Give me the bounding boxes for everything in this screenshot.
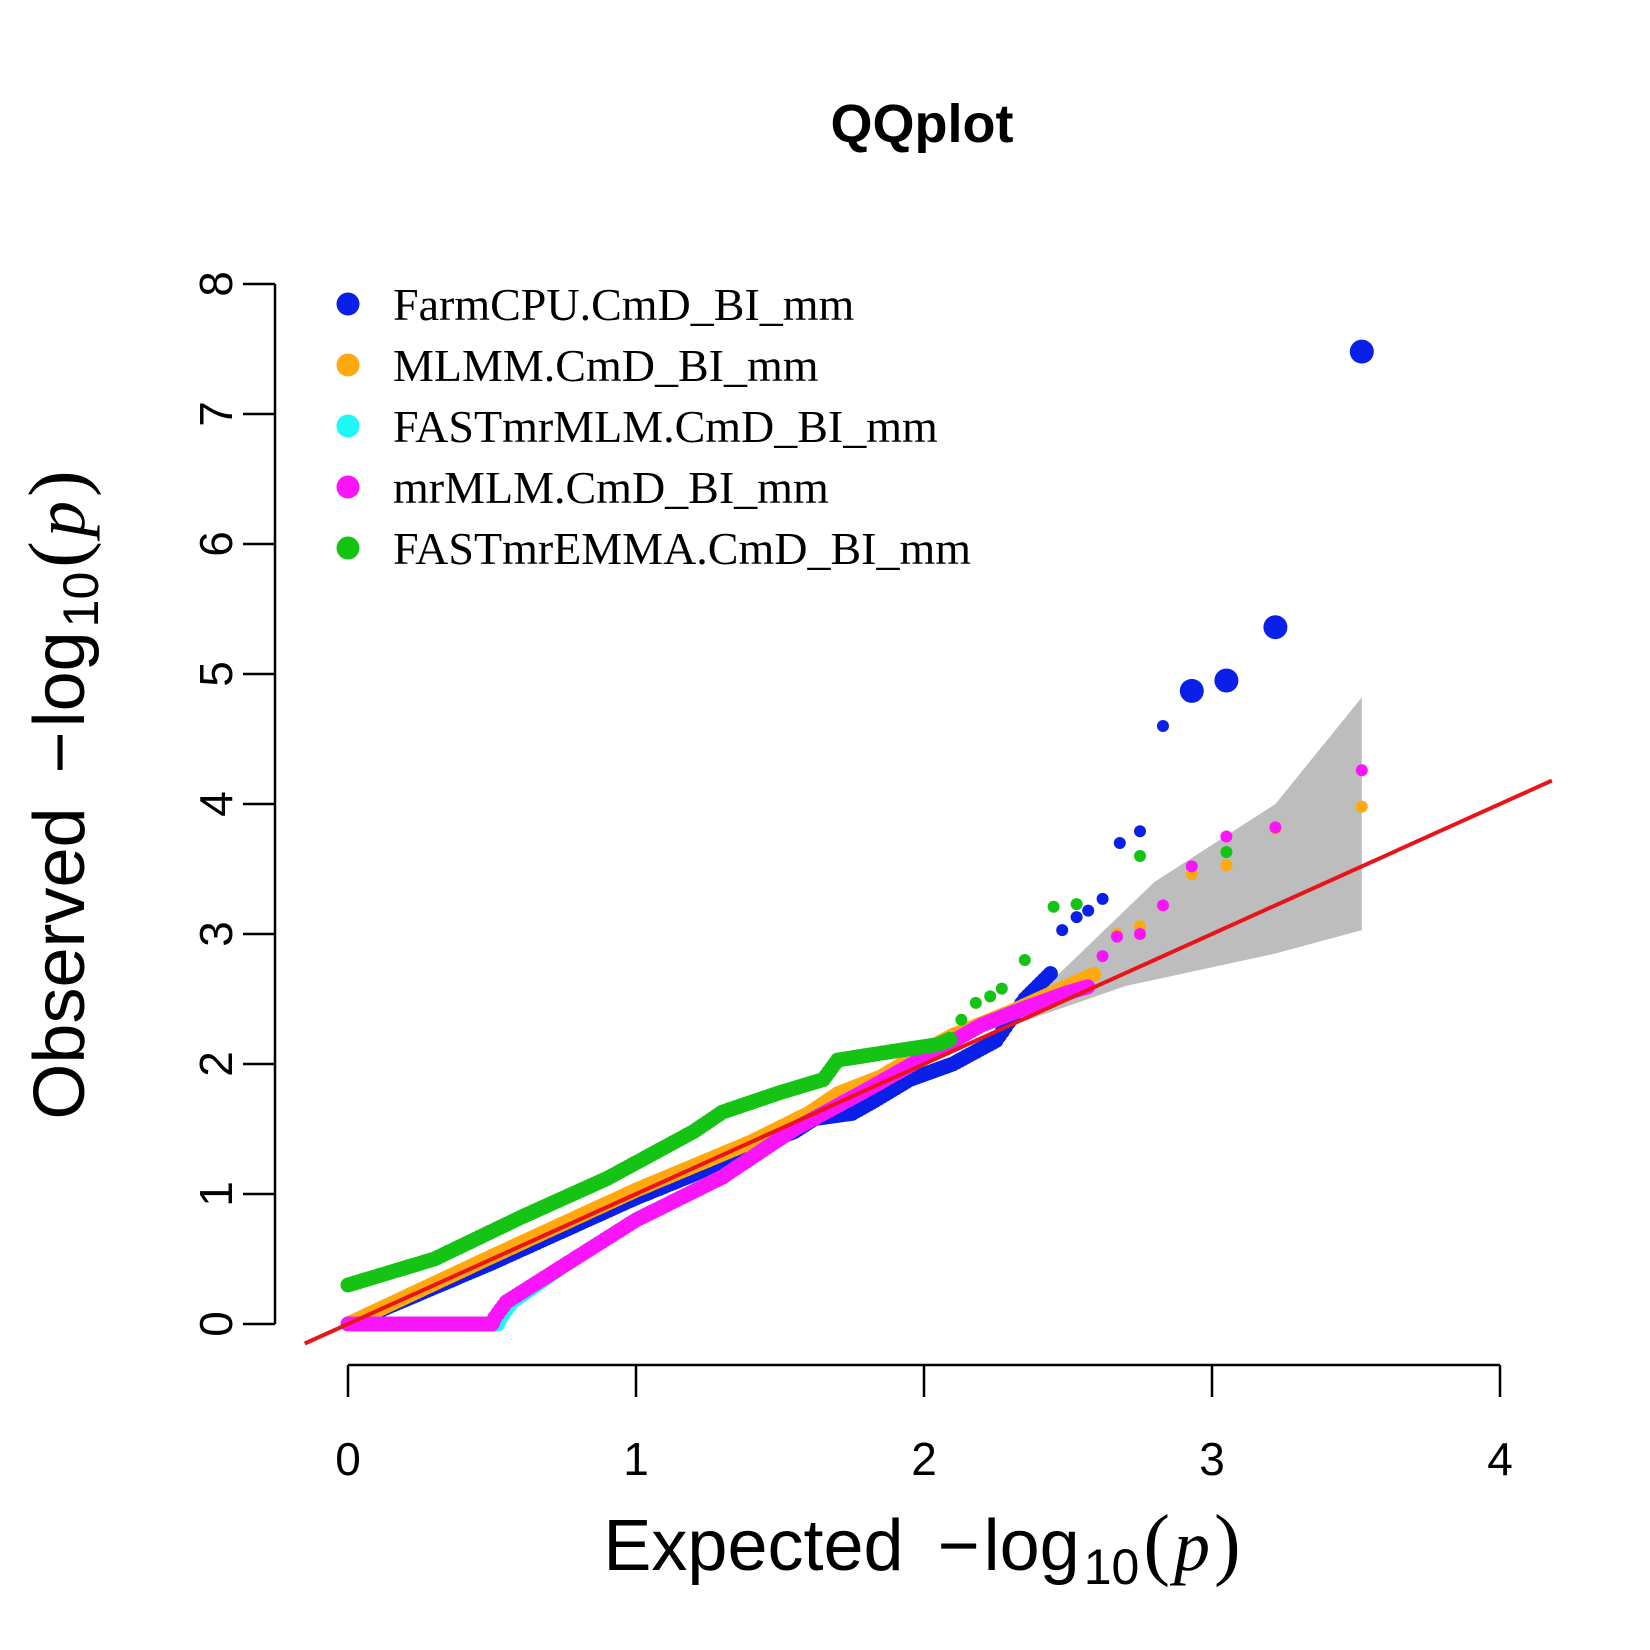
legend-marker <box>336 536 360 560</box>
series-5-point <box>1018 954 1031 966</box>
series-2-point <box>1220 859 1233 872</box>
series-1-point <box>1070 911 1083 924</box>
y-axis-label: Observed − log 10 ( p ) <box>14 470 109 1119</box>
series-5-point <box>942 1031 958 1047</box>
x-axis-label-open-paren: ( <box>1143 1500 1170 1588</box>
legend-label: FASTmrEMMA.CmD_BI_mm <box>393 523 971 574</box>
series-4-point <box>1355 764 1368 777</box>
y-axis-label-close-paren: ) <box>14 470 102 497</box>
legend-marker <box>336 414 360 438</box>
y-tick-label: 7 <box>190 401 242 427</box>
series-5-point <box>969 996 982 1009</box>
chart-title: QQplot <box>831 94 1014 154</box>
x-axis-label-subscript: 10 <box>1084 1539 1140 1595</box>
series-4-point <box>1111 930 1123 943</box>
y-axis-label-open-paren: ( <box>14 541 102 568</box>
legend-marker <box>336 475 360 499</box>
confidence-band-layer <box>1001 697 1362 1029</box>
series-1-point <box>1096 892 1109 905</box>
legend-label: FarmCPU.CmD_BI_mm <box>393 279 855 330</box>
series-5-point <box>1047 900 1060 913</box>
series-1-point <box>1349 339 1374 364</box>
reference-line-layer <box>303 778 1553 1346</box>
legend-label: mrMLM.CmD_BI_mm <box>393 462 829 513</box>
y-axis-label-variable: p <box>20 501 100 542</box>
y-tick-label: 1 <box>190 1181 242 1207</box>
series-1-point <box>1042 966 1058 982</box>
y-tick-label: 5 <box>190 661 242 687</box>
x-axis-label-main: Expected <box>603 1506 903 1586</box>
y-axis-label-subscript: 10 <box>53 572 109 628</box>
y-axis-label-log: log <box>20 631 100 727</box>
x-tick-label: 4 <box>1487 1433 1513 1485</box>
y-tick-label: 3 <box>190 921 242 947</box>
x-axis-label: Expected − log 10 ( p ) <box>603 1500 1240 1595</box>
legend: FarmCPU.CmD_BI_mm MLMM.CmD_BI_mm FASTmrMLM… <box>336 279 971 574</box>
series-5-point <box>1070 898 1083 911</box>
series-1-point <box>1214 668 1239 693</box>
x-tick-label: 0 <box>335 1433 361 1485</box>
legend-label: MLMM.CmD_BI_mm <box>393 340 819 391</box>
series-1-point <box>1134 825 1146 838</box>
y-tick-label: 0 <box>190 1311 242 1337</box>
x-axis-label-log: log <box>984 1506 1080 1586</box>
y-axis-label-main: Observed <box>20 807 100 1119</box>
series-2-point <box>1086 966 1102 982</box>
series-5-point <box>1220 846 1233 859</box>
y-tick-label: 8 <box>190 271 242 297</box>
series-2-point <box>1355 800 1368 813</box>
series-4-point <box>1134 928 1146 940</box>
x-axis-label-variable: p <box>1169 1506 1210 1586</box>
series-1-point <box>1113 837 1126 849</box>
series-layer <box>340 339 1374 1332</box>
series-1-point <box>1056 924 1069 937</box>
axes-layer: 0 1 2 3 4 0 1 2 3 4 5 6 7 8 <box>190 271 1513 1485</box>
series-4-point <box>1269 821 1282 834</box>
series-1-point <box>1263 615 1288 640</box>
x-tick-label: 3 <box>1199 1433 1225 1485</box>
series-5-point <box>955 1013 968 1026</box>
legend-label: FASTmrMLM.CmD_BI_mm <box>393 401 938 452</box>
series-4-point <box>1096 950 1109 963</box>
confidence-band <box>1001 697 1362 1029</box>
y-tick-label: 2 <box>190 1051 242 1077</box>
series-4-point <box>1185 860 1198 873</box>
series-4-point <box>1157 899 1169 912</box>
legend-marker <box>336 292 360 316</box>
series-4-point <box>1220 830 1233 843</box>
series-1-point <box>1082 904 1095 917</box>
x-tick-label: 2 <box>911 1433 937 1485</box>
series-5-point <box>995 982 1008 995</box>
series-5-point <box>984 990 997 1003</box>
reference-line <box>303 778 1553 1346</box>
y-tick-label: 6 <box>190 531 242 557</box>
series-1-point <box>1157 720 1169 732</box>
series-5-point <box>1134 850 1146 862</box>
series-5 <box>340 846 1233 1293</box>
series-1-point <box>1179 678 1204 703</box>
y-tick-label: 4 <box>190 791 242 817</box>
x-axis-label-close-paren: ) <box>1214 1500 1241 1588</box>
legend-marker <box>336 353 360 377</box>
x-tick-label: 1 <box>623 1433 649 1485</box>
y-axis-label-minus: − <box>20 731 100 773</box>
x-axis-label-minus: − <box>938 1506 980 1586</box>
